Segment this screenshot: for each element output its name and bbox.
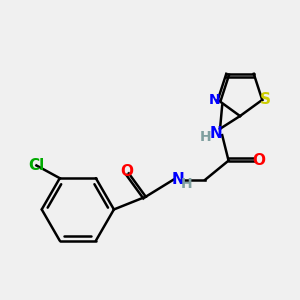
Text: O: O xyxy=(253,153,266,168)
Text: N: N xyxy=(171,172,184,187)
Text: H: H xyxy=(180,177,192,191)
Text: Cl: Cl xyxy=(28,158,44,173)
Text: S: S xyxy=(260,92,271,107)
Text: H: H xyxy=(200,130,212,144)
Text: N: N xyxy=(208,93,220,107)
Text: N: N xyxy=(209,125,222,140)
Text: O: O xyxy=(120,164,133,179)
